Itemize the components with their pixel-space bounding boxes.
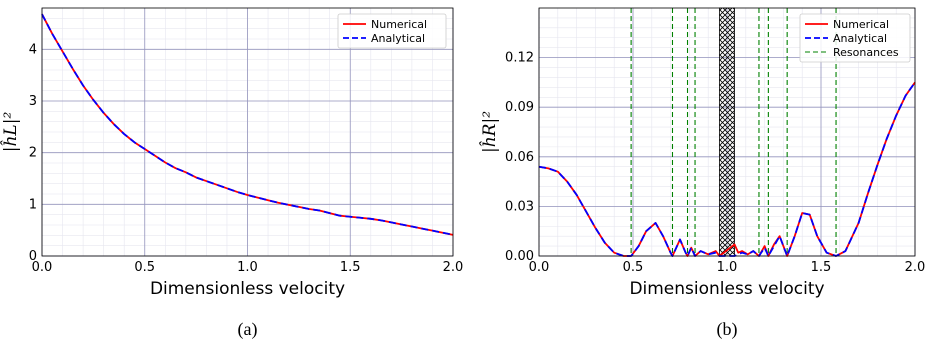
legend-box xyxy=(799,13,911,63)
panel-b-y-axis-label: |ĥR|² xyxy=(479,111,500,153)
legend-entry-label: Analytical xyxy=(371,32,425,45)
x-tick-label: 1.5 xyxy=(340,260,361,275)
panel-a-chart: 0.0 0.5 1.0 1.5 2.0 0 1 2 3 4 Dimensionless velo… xyxy=(0,7,464,340)
y-tick-label: 0.06 xyxy=(505,150,534,165)
series-line-analytical xyxy=(41,13,454,236)
y-tick-label: 0.00 xyxy=(505,249,534,264)
panel-a-y-axis-label: |ĥL|² xyxy=(0,112,21,153)
y-tick-label: 0.09 xyxy=(505,100,534,115)
panel-a-x-axis-label: Dimensionless velocity xyxy=(150,279,345,299)
x-tick-label: 1.5 xyxy=(811,260,832,275)
y-tick-label: 0.12 xyxy=(505,51,534,66)
panel-b-x-ticks: 0.0 0.5 1.0 1.5 2.0 xyxy=(529,260,926,275)
y-tick-label: 0 xyxy=(29,249,37,264)
panel-a-series xyxy=(41,13,454,236)
y-tick-label: 3 xyxy=(29,94,37,109)
panel-a-y-ticks: 0 1 2 3 4 xyxy=(29,42,37,264)
panel-b-caption: (b) xyxy=(717,319,738,340)
x-tick-label: 2.0 xyxy=(443,260,464,275)
panel-b-hatched-region xyxy=(719,7,735,257)
y-tick-label: 2 xyxy=(29,146,37,161)
panel-a-frame xyxy=(41,7,454,257)
panel-a-x-ticks: 0.0 0.5 1.0 1.5 2.0 xyxy=(32,260,464,275)
x-tick-label: 1.0 xyxy=(717,260,738,275)
panel-b-chart: 0.0 0.5 1.0 1.5 2.0 0.00 0.03 0.06 0.09 0.12 Dim… xyxy=(479,7,926,340)
panel-b-x-axis-label: Dimensionless velocity xyxy=(629,279,824,299)
panel-b-y-ticks: 0.00 0.03 0.06 0.09 0.12 xyxy=(505,51,534,264)
x-tick-label: 2.0 xyxy=(905,260,926,275)
legend-entry-label: Numerical xyxy=(833,18,889,31)
y-tick-label: 1 xyxy=(29,197,37,212)
panel-b-frame xyxy=(538,7,916,257)
x-tick-label: 0.0 xyxy=(529,260,550,275)
legend-entry-label: Analytical xyxy=(833,32,887,45)
panel-a-caption: (a) xyxy=(238,319,258,340)
legend-entry-label: Numerical xyxy=(371,18,427,31)
legend-entry-label: Resonances xyxy=(833,46,899,59)
x-tick-label: 0.0 xyxy=(32,260,53,275)
x-tick-label: 1.0 xyxy=(237,260,258,275)
y-tick-label: 0.03 xyxy=(505,199,534,214)
legend-box xyxy=(337,13,447,49)
x-tick-label: 0.5 xyxy=(623,260,644,275)
y-tick-label: 4 xyxy=(29,42,37,57)
x-tick-label: 0.5 xyxy=(134,260,155,275)
